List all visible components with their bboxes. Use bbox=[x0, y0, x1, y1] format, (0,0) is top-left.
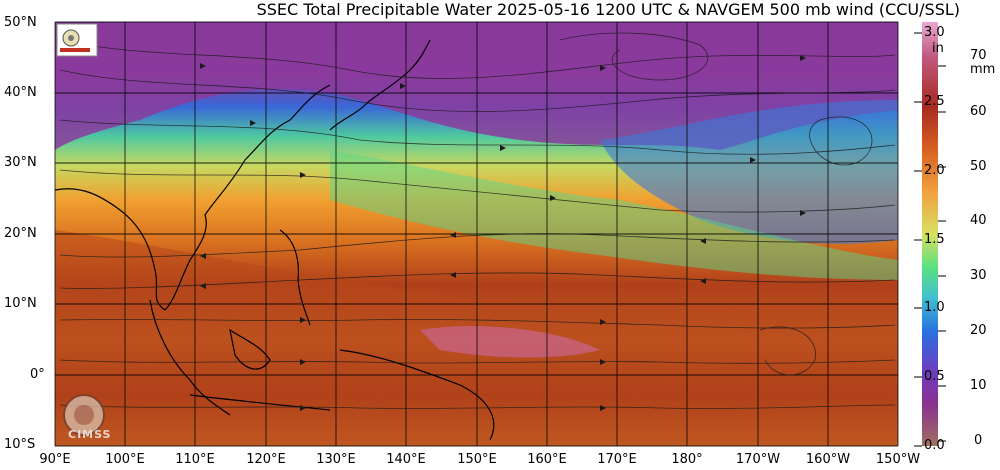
cbar-mm-60: 60 bbox=[970, 104, 987, 119]
subtropical-green-band bbox=[330, 150, 898, 280]
cbar-in-2.0: 2.0 bbox=[924, 163, 945, 178]
cbar-mm-10: 10 bbox=[970, 378, 987, 393]
lon-label-90e: 90°E bbox=[39, 452, 71, 467]
cbar-mm-0: 0 bbox=[974, 433, 983, 448]
cbar-in-1.5: 1.5 bbox=[924, 232, 945, 247]
ssec-logo bbox=[56, 23, 98, 57]
coastlines bbox=[54, 39, 495, 441]
colorbar-gradient bbox=[922, 22, 938, 446]
map-title: SSEC Total Precipitable Water 2025-05-16… bbox=[0, 0, 1000, 22]
lon-label-120e: 120°E bbox=[246, 452, 286, 467]
cbar-in-0.5: 0.5 bbox=[924, 369, 945, 384]
lon-label-150e: 150°E bbox=[457, 452, 497, 467]
lat-label-50n: 50°N bbox=[4, 15, 37, 30]
pacific-dry-tongue bbox=[600, 100, 898, 244]
lat-label-20n: 20°N bbox=[4, 226, 37, 241]
title-text: SSEC Total Precipitable Water 2025-05-16… bbox=[256, 0, 960, 19]
graticule bbox=[54, 21, 899, 447]
cbar-mm-70: 70 bbox=[970, 48, 987, 63]
lon-label-110e: 110°E bbox=[175, 452, 215, 467]
lon-label-170w: 170°W bbox=[735, 452, 781, 467]
warm-pool-pink bbox=[420, 326, 600, 358]
cbar-in-2.5: 2.5 bbox=[924, 94, 945, 109]
lon-label-150w: 150°W bbox=[875, 452, 921, 467]
lat-label-0: 0° bbox=[30, 367, 45, 382]
wind-arrows bbox=[200, 55, 806, 411]
wind-streamlines bbox=[59, 32, 896, 409]
lon-label-180: 180° bbox=[671, 452, 703, 467]
cbar-mm-unit: mm bbox=[970, 62, 996, 77]
cbar-in-0.0: 0.0 bbox=[924, 438, 945, 453]
lon-label-170e: 170°E bbox=[597, 452, 637, 467]
lat-label-10n: 10°N bbox=[4, 296, 37, 311]
cbar-in-1.0: 1.0 bbox=[924, 300, 945, 315]
lon-label-130e: 130°E bbox=[316, 452, 356, 467]
cbar-mm-40: 40 bbox=[970, 213, 987, 228]
cimss-logo bbox=[63, 394, 105, 436]
cbar-in-3.0: 3.0 bbox=[924, 25, 945, 40]
lon-label-160w: 160°W bbox=[805, 452, 851, 467]
cbar-mm-50: 50 bbox=[970, 159, 987, 174]
lat-label-30n: 30°N bbox=[4, 155, 37, 170]
cbar-mm-20: 20 bbox=[970, 323, 987, 338]
colorbar-ticks bbox=[914, 32, 946, 447]
cbar-mm-30: 30 bbox=[970, 268, 987, 283]
lon-label-100e: 100°E bbox=[105, 452, 145, 467]
lat-label-10s: 10°S bbox=[4, 437, 36, 452]
lat-label-40n: 40°N bbox=[4, 85, 37, 100]
cimss-logo-text: CIMSS bbox=[68, 428, 112, 441]
cbar-in-unit: in bbox=[932, 41, 944, 56]
lon-label-160e: 160°E bbox=[527, 452, 567, 467]
lon-label-140e: 140°E bbox=[386, 452, 426, 467]
